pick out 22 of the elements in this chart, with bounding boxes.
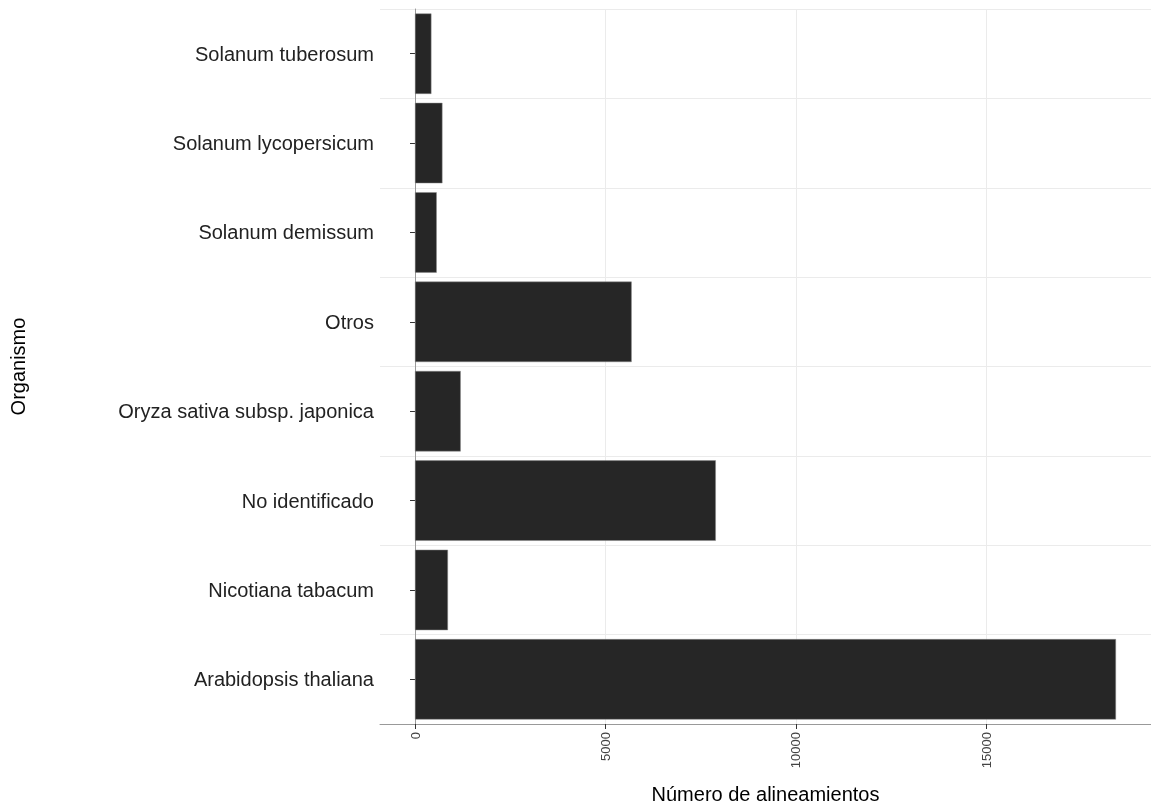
y-tick-label: Solanum demissum xyxy=(198,221,374,244)
x-tick-label: 0 xyxy=(407,732,423,740)
y-tick-label: Nicotiana tabacum xyxy=(208,578,374,601)
y-tick-label: No identificado xyxy=(241,489,374,512)
y-axis-title: Organismo xyxy=(7,317,29,416)
y-tick-label: Arabidopsis thaliana xyxy=(193,668,375,691)
bar xyxy=(415,370,461,452)
y-tick-label: Otros xyxy=(325,310,374,333)
bar xyxy=(415,281,632,363)
bar xyxy=(415,102,443,184)
y-tick-label: Oryza sativa subsp. japonica xyxy=(118,400,375,423)
x-tick-label: 5000 xyxy=(597,732,613,761)
bar xyxy=(415,192,437,273)
bar xyxy=(415,460,716,541)
y-tick-label: Solanum lycopersicum xyxy=(172,132,374,155)
y-tick-label: Solanum tuberosum xyxy=(195,42,374,65)
x-tick-label: 10000 xyxy=(788,732,804,769)
x-axis-title: Número de alineamientos xyxy=(651,783,880,805)
x-tick-label: 15000 xyxy=(978,732,994,769)
bar xyxy=(415,639,1116,720)
bar xyxy=(415,549,448,631)
bar xyxy=(415,13,432,94)
